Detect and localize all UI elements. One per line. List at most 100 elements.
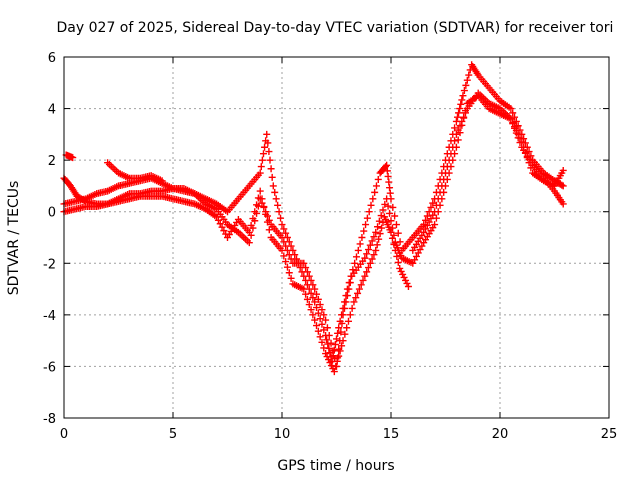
data-point-plus [527,164,535,172]
data-point-plus [282,242,290,250]
data-point-plus [305,301,313,309]
data-point-plus [253,201,261,209]
data-point-plus [383,195,391,203]
data-point-plus [364,264,372,272]
data-point-plus [423,212,431,220]
y-tick-label: -2 [43,257,56,272]
data-point-plus [338,342,346,350]
data-point-plus [375,235,383,243]
data-point-plus [287,274,295,282]
data-point-plus [525,159,533,167]
data-point-plus [309,281,317,289]
data-point-plus [330,368,338,376]
data-point-plus [314,309,322,317]
data-point-plus [452,130,460,138]
data-point-plus [341,330,349,338]
data-point-plus [346,311,354,319]
data-point-plus [269,182,277,190]
data-point-plus [362,221,370,229]
data-point-plus [287,255,295,263]
data-point-plus [254,194,262,202]
data-point-plus [337,328,345,336]
data-point-plus [387,228,395,236]
data-point-plus [447,150,455,158]
data-point-plus [278,234,286,241]
data-point-plus [457,100,465,108]
data-point-plus [520,143,528,151]
data-point-plus [264,139,272,147]
data-point-plus [372,228,380,236]
data-point-plus [394,229,402,237]
data-point-plus [278,221,286,229]
data-point-plus [389,203,397,211]
data-point-plus [339,337,347,345]
data-point-plus [313,290,321,298]
data-marks [60,61,567,376]
data-point-plus [343,324,351,332]
data-point-plus [454,136,462,144]
data-point-plus [335,352,343,360]
data-point-plus [311,298,319,306]
data-point-plus [316,315,324,323]
data-point-plus [266,156,274,164]
data-point-plus [460,87,468,95]
y-tick-label: -8 [43,412,56,427]
data-point-plus [388,234,396,242]
y-tick-label: 2 [48,154,56,169]
data-point-plus [518,138,526,146]
data-point-plus [559,200,567,208]
data-point-plus [379,206,387,214]
data-point-plus [512,126,520,134]
data-point-plus [261,143,269,151]
data-point-plus [331,341,339,349]
data-point-plus [277,214,285,222]
data-point-plus [354,246,362,254]
data-point-plus [456,105,464,113]
data-point-plus [456,122,464,130]
data-point-plus [285,251,293,259]
data-point-plus [404,282,412,290]
data-point-plus [265,148,273,156]
data-point-plus [463,76,471,84]
data-point-plus [378,224,386,232]
data-point-plus [375,217,383,225]
data-point-plus [368,237,376,245]
data-point-plus [368,255,376,263]
data-point-plus [265,226,273,234]
data-point-plus [390,240,398,248]
data-point-plus [333,357,341,365]
data-point-plus [361,254,369,262]
data-point-plus [329,347,337,355]
data-point-plus [316,301,324,309]
data-point-plus [350,298,358,306]
data-point-plus [309,294,317,302]
data-point-plus [559,182,567,190]
data-point-plus [360,227,368,235]
data-point-plus [352,294,360,302]
data-point-plus [465,71,473,79]
data-point-plus [325,331,333,339]
data-point-plus [384,202,392,210]
data-point-plus [354,289,362,297]
data-point-plus [392,221,400,229]
x-axis-label: GPS time / hours [277,458,394,474]
data-point-plus [521,148,529,156]
data-point-plus [307,306,315,314]
data-point-plus [516,134,524,142]
data-point-plus [69,154,77,162]
data-point-plus [313,304,321,312]
data-point-plus [257,163,265,171]
data-point-plus [280,225,288,233]
data-point-plus [462,81,470,89]
data-point-plus [280,252,288,260]
data-point-plus [268,173,276,181]
data-point-plus [256,187,264,195]
data-point-plus [247,221,255,229]
data-point-plus [383,167,391,175]
data-point-plus [509,109,517,117]
data-point-plus [251,208,259,216]
data-point-plus [427,203,435,211]
data-point-plus [558,181,566,189]
data-point-plus [511,123,519,131]
data-point-plus [303,295,311,303]
